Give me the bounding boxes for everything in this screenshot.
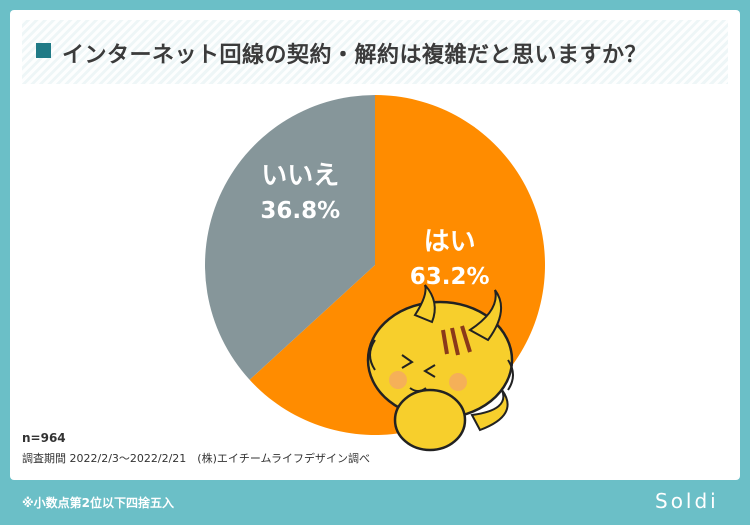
slice-value-no: 36.8%: [260, 198, 340, 224]
title-marker: [36, 43, 51, 58]
chart-card: インターネット回線の契約・解約は複雑だと思いますか？ はい 63.2% いいえ 36.…: [10, 10, 740, 480]
mascot-illustration: [366, 284, 514, 452]
chart-title: インターネット回線の契約・解約は複雑だと思いますか？: [62, 43, 648, 68]
title-bar: インターネット回線の契約・解約は複雑だと思いますか？: [22, 20, 728, 84]
slice-value-yes: 63.2%: [410, 264, 490, 290]
pie-slice-no: [205, 95, 375, 380]
sample-size: n=964: [22, 431, 66, 445]
brand-logo: Soldi: [655, 489, 719, 513]
pie-chart: はい 63.2% いいえ 36.8%: [205, 95, 546, 452]
survey-period: 調査期間 2022/2/3〜2022/2/21 (株)エイチームライフデザイン調…: [22, 452, 371, 465]
footer-note: ※小数点第2位以下四捨五入: [22, 496, 175, 510]
slice-label-yes: はい: [424, 227, 476, 257]
slice-label-no: いいえ: [261, 161, 339, 191]
